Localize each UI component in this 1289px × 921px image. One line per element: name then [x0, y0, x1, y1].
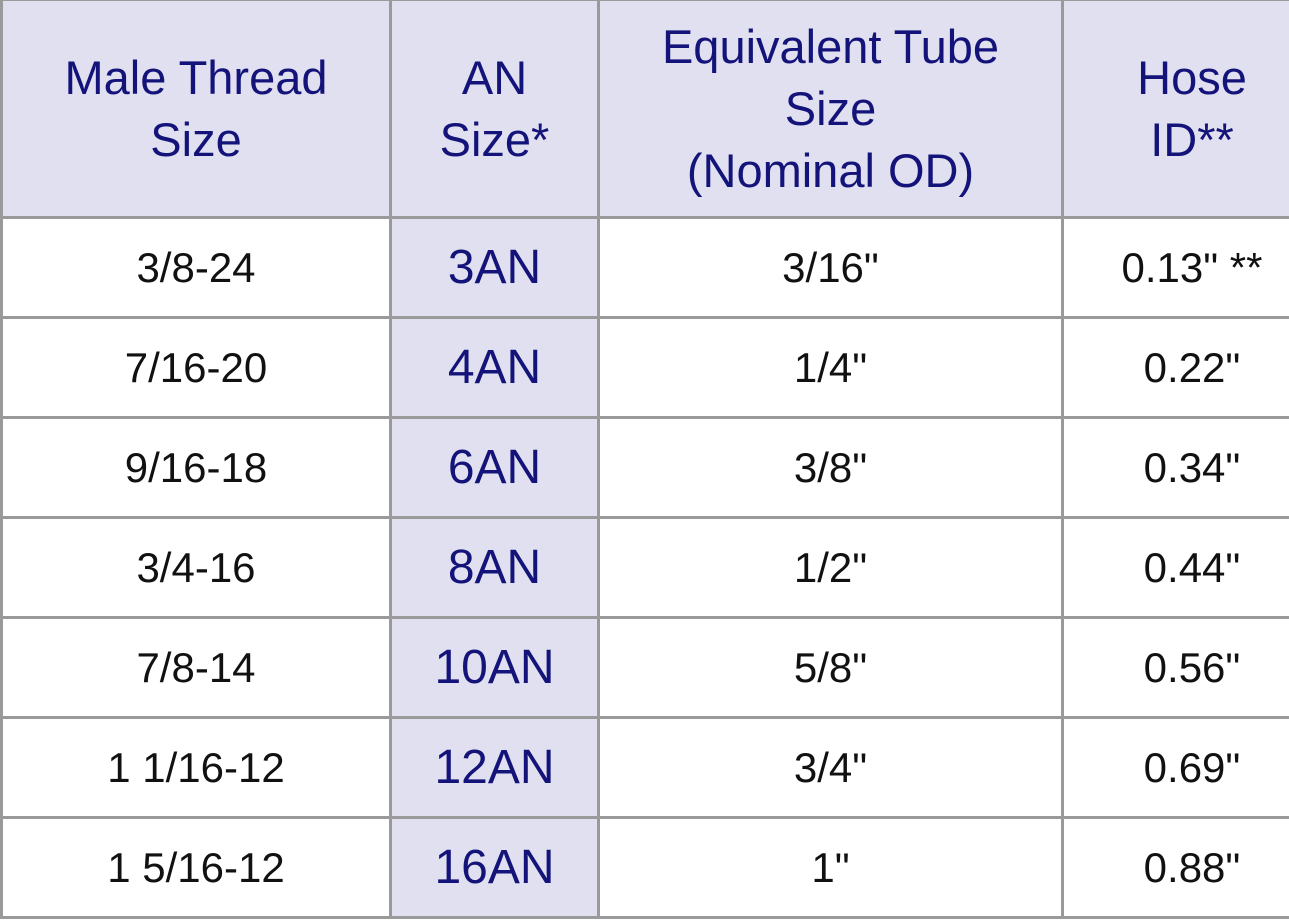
table-cell: 1 5/16-12 [0, 816, 392, 919]
an-size-cell: 6AN [389, 416, 600, 519]
table-body: 3/8-24 3AN 3/16" 0.13" ** 7/16-20 4AN 1/4" 0.22… [0, 216, 1289, 919]
header-line: Size [150, 112, 242, 166]
an-size-cell: 16AN [389, 816, 600, 919]
table-cell: 3/8" [597, 416, 1064, 519]
table-cell: 0.22" [1061, 316, 1289, 419]
an-size-cell: 12AN [389, 716, 600, 819]
an-size-cell: 10AN [389, 616, 600, 719]
header-cell: Male Thread Size [0, 0, 392, 219]
header-line: AN [461, 50, 528, 104]
table-row: 1 1/16-12 12AN 3/4" 0.69" [0, 716, 1289, 819]
table-cell: 1" [597, 816, 1064, 919]
header-line: Male Thread [64, 50, 328, 104]
table-cell: 0.69" [1061, 716, 1289, 819]
table-cell: 1/2" [597, 516, 1064, 619]
table-cell: 0.44" [1061, 516, 1289, 619]
header-row: Male Thread Size AN Size* Equivalent Tube Siz… [0, 0, 1289, 219]
header-line: ID** [1150, 112, 1234, 166]
table-cell: 3/8-24 [0, 216, 392, 319]
header-line: Size [784, 81, 877, 135]
header-line: Hose [1137, 50, 1247, 104]
table-cell: 0.56" [1061, 616, 1289, 719]
header-line: (Nominal OD) [686, 143, 975, 197]
header-line: Size* [439, 112, 550, 166]
header-cell: Hose ID** [1061, 0, 1289, 219]
table-cell: 5/8" [597, 616, 1064, 719]
an-size-cell: 4AN [389, 316, 600, 419]
an-size-cell: 3AN [389, 216, 600, 319]
table-cell: 7/8-14 [0, 616, 392, 719]
table-row: 3/8-24 3AN 3/16" 0.13" ** [0, 216, 1289, 319]
table-cell: 0.88" [1061, 816, 1289, 919]
table-row: 1 5/16-12 16AN 1" 0.88" [0, 816, 1289, 919]
table-cell: 9/16-18 [0, 416, 392, 519]
an-size-cell: 8AN [389, 516, 600, 619]
table-cell: 1/4" [597, 316, 1064, 419]
table-row: 7/8-14 10AN 5/8" 0.56" [0, 616, 1289, 719]
header-line: Equivalent Tube [661, 19, 1000, 73]
table-cell: 7/16-20 [0, 316, 392, 419]
table-row: 3/4-16 8AN 1/2" 0.44" [0, 516, 1289, 619]
table-cell: 3/4-16 [0, 516, 392, 619]
table-row: 9/16-18 6AN 3/8" 0.34" [0, 416, 1289, 519]
table-cell: 3/4" [597, 716, 1064, 819]
table-cell: 0.13" ** [1061, 216, 1289, 319]
table-cell: 3/16" [597, 216, 1064, 319]
header-cell: AN Size* [389, 0, 600, 219]
table-cell: 1 1/16-12 [0, 716, 392, 819]
header-cell: Equivalent Tube Size (Nominal OD) [597, 0, 1064, 219]
table-row: 7/16-20 4AN 1/4" 0.22" [0, 316, 1289, 419]
table-cell: 0.34" [1061, 416, 1289, 519]
